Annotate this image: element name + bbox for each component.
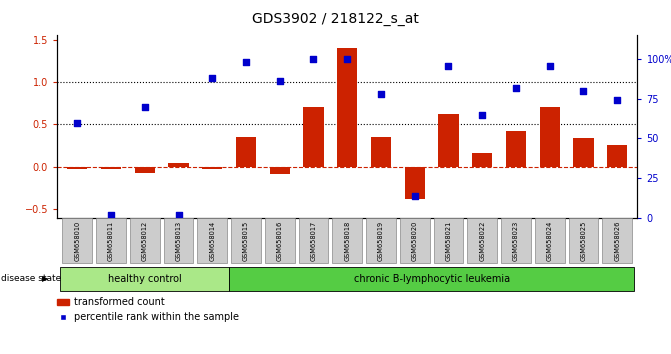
FancyBboxPatch shape (164, 218, 193, 263)
FancyBboxPatch shape (229, 267, 634, 291)
Text: disease state: disease state (1, 274, 61, 283)
Text: GSM658021: GSM658021 (446, 221, 452, 261)
Bar (573, 138, 594, 167)
Text: chronic B-lymphocytic leukemia: chronic B-lymphocytic leukemia (354, 274, 510, 284)
Bar (236, 137, 256, 167)
Text: GSM658018: GSM658018 (344, 221, 350, 261)
Point (376, 91, 386, 97)
Point (511, 85, 521, 91)
Text: GSM658020: GSM658020 (412, 221, 418, 261)
Text: GSM658024: GSM658024 (547, 221, 553, 261)
Bar (472, 153, 493, 167)
FancyBboxPatch shape (433, 218, 463, 263)
Bar (371, 137, 391, 167)
Text: GSM658017: GSM658017 (311, 221, 317, 261)
Point (477, 112, 488, 118)
Point (241, 59, 252, 65)
Bar (607, 145, 627, 167)
Bar (539, 108, 560, 167)
Text: GSM658014: GSM658014 (209, 221, 215, 261)
Bar (168, 162, 189, 167)
Point (342, 56, 353, 62)
Point (72, 120, 83, 125)
Text: GDS3902 / 218122_s_at: GDS3902 / 218122_s_at (252, 12, 419, 27)
Bar (438, 114, 458, 167)
Legend: transformed count, percentile rank within the sample: transformed count, percentile rank withi… (57, 297, 239, 322)
FancyBboxPatch shape (197, 218, 227, 263)
Text: GSM658012: GSM658012 (142, 221, 148, 261)
FancyBboxPatch shape (568, 218, 599, 263)
Point (173, 212, 184, 217)
Bar (67, 167, 87, 169)
Text: ▶: ▶ (42, 274, 48, 283)
FancyBboxPatch shape (468, 218, 497, 263)
Point (207, 75, 217, 81)
FancyBboxPatch shape (366, 218, 396, 263)
Point (612, 98, 623, 103)
Text: GSM658011: GSM658011 (108, 221, 114, 261)
Text: GSM658023: GSM658023 (513, 221, 519, 261)
Text: GSM658010: GSM658010 (74, 221, 81, 261)
FancyBboxPatch shape (130, 218, 160, 263)
FancyBboxPatch shape (60, 267, 229, 291)
Text: GSM658019: GSM658019 (378, 221, 384, 261)
Point (140, 104, 150, 110)
Point (105, 212, 116, 217)
Text: GSM658025: GSM658025 (580, 221, 586, 261)
Text: healthy control: healthy control (108, 274, 182, 284)
FancyBboxPatch shape (62, 218, 92, 263)
Bar (135, 167, 155, 173)
FancyBboxPatch shape (332, 218, 362, 263)
FancyBboxPatch shape (96, 218, 126, 263)
FancyBboxPatch shape (400, 218, 429, 263)
Bar (337, 48, 358, 167)
FancyBboxPatch shape (299, 218, 328, 263)
Text: GSM658015: GSM658015 (243, 221, 249, 261)
Text: GSM658016: GSM658016 (276, 221, 282, 261)
FancyBboxPatch shape (603, 218, 632, 263)
Bar (101, 167, 121, 169)
Point (274, 79, 285, 84)
FancyBboxPatch shape (265, 218, 295, 263)
Text: GSM658022: GSM658022 (479, 221, 485, 261)
Point (544, 63, 555, 68)
Point (308, 56, 319, 62)
Text: GSM658013: GSM658013 (176, 221, 182, 261)
Text: GSM658026: GSM658026 (614, 221, 620, 261)
Bar (405, 167, 425, 199)
FancyBboxPatch shape (535, 218, 564, 263)
Bar (270, 167, 290, 173)
Bar (202, 167, 222, 169)
FancyBboxPatch shape (231, 218, 261, 263)
Point (443, 63, 454, 68)
Point (409, 193, 420, 198)
FancyBboxPatch shape (501, 218, 531, 263)
Bar (303, 108, 323, 167)
Bar (506, 131, 526, 167)
Point (578, 88, 589, 94)
